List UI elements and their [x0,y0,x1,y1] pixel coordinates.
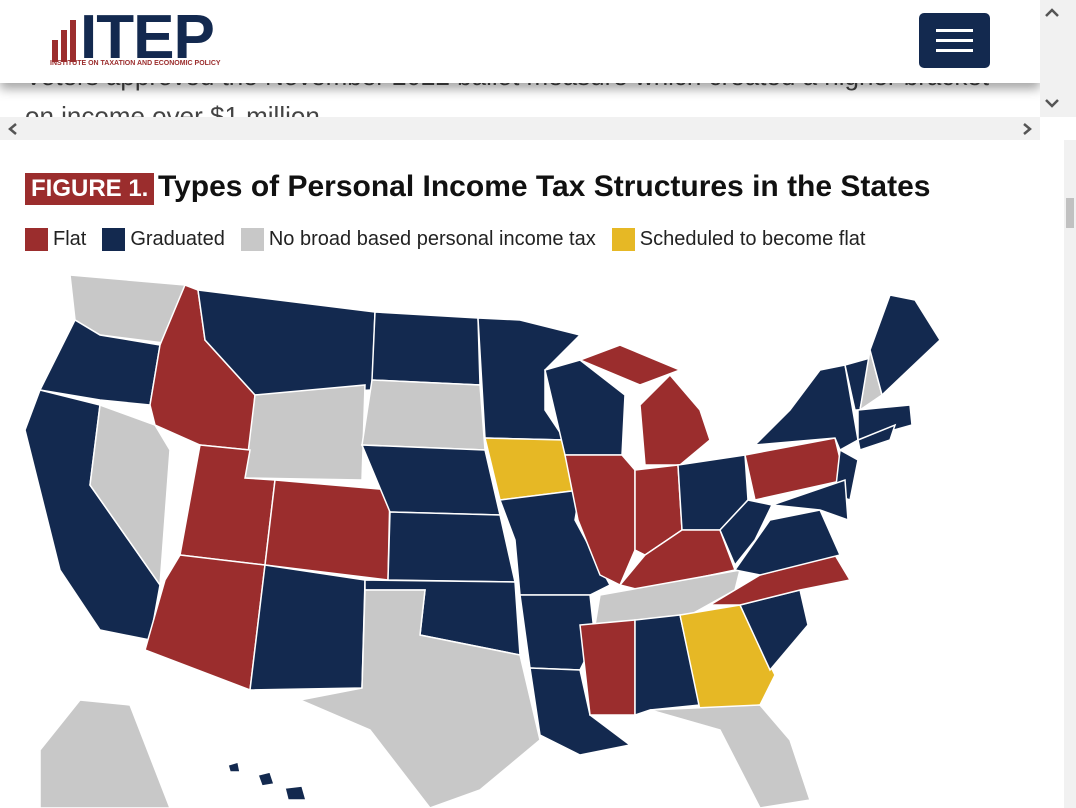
header: ITEP INSTITUTE ON TAXATION AND ECONOMIC … [0,0,1040,83]
legend: Flat Graduated No broad based personal inc… [25,228,881,251]
state [771,478,849,522]
state [649,704,811,808]
menu-button[interactable] [919,13,990,68]
legend-label: Flat [53,228,87,250]
state [297,589,541,808]
state [69,274,186,346]
state [733,509,842,576]
state [144,554,266,692]
state [244,384,366,481]
state [249,564,366,691]
legend-item: Graduated [102,228,225,251]
logo-bars [52,20,76,62]
state [594,569,742,626]
state [544,359,626,456]
figure-title: Types of Personal Income Tax Structures … [158,170,931,203]
state [753,364,859,452]
state [361,379,486,451]
state [579,619,636,716]
state [257,771,275,787]
figure: FIGURE 1. Types of Personal Income Tax S… [0,140,1064,808]
legend-label: Scheduled to become flat [639,228,866,250]
state [227,761,241,773]
scroll-arrows[interactable] [0,117,1040,140]
state [869,294,941,397]
state [387,511,516,583]
legend-swatch [240,228,264,251]
vertical-scrollbar[interactable] [1040,0,1076,117]
state [679,604,776,711]
figure-label: FIGURE 1. [25,173,155,205]
us-map [24,274,941,808]
legend-item: No broad based personal income tax [240,228,596,251]
legend-swatch [25,228,48,251]
state [284,785,307,801]
legend-item: Flat [25,228,86,251]
state [564,454,636,587]
state [719,499,774,567]
horizontal-scrollbar [0,117,1040,140]
state [857,423,897,451]
state [529,667,632,756]
state [857,404,913,441]
legend-item: Scheduled to become flat [611,228,866,251]
legend-swatch [102,228,126,251]
state [371,311,481,386]
legend-label: No broad based personal income tax [268,228,596,250]
logo-text: ITEP [80,3,215,72]
legend-label: Graduated [130,228,225,250]
state [89,403,171,588]
state [577,344,683,386]
state [264,479,391,581]
state [639,373,711,466]
logo-subtitle: INSTITUTE ON TAXATION AND ECONOMIC POLIC… [50,60,221,67]
legend-swatch [611,228,635,251]
state [39,699,171,808]
scroll-thumb[interactable] [1066,198,1074,228]
vertical-scrollbar [1064,140,1076,808]
state [634,614,701,717]
